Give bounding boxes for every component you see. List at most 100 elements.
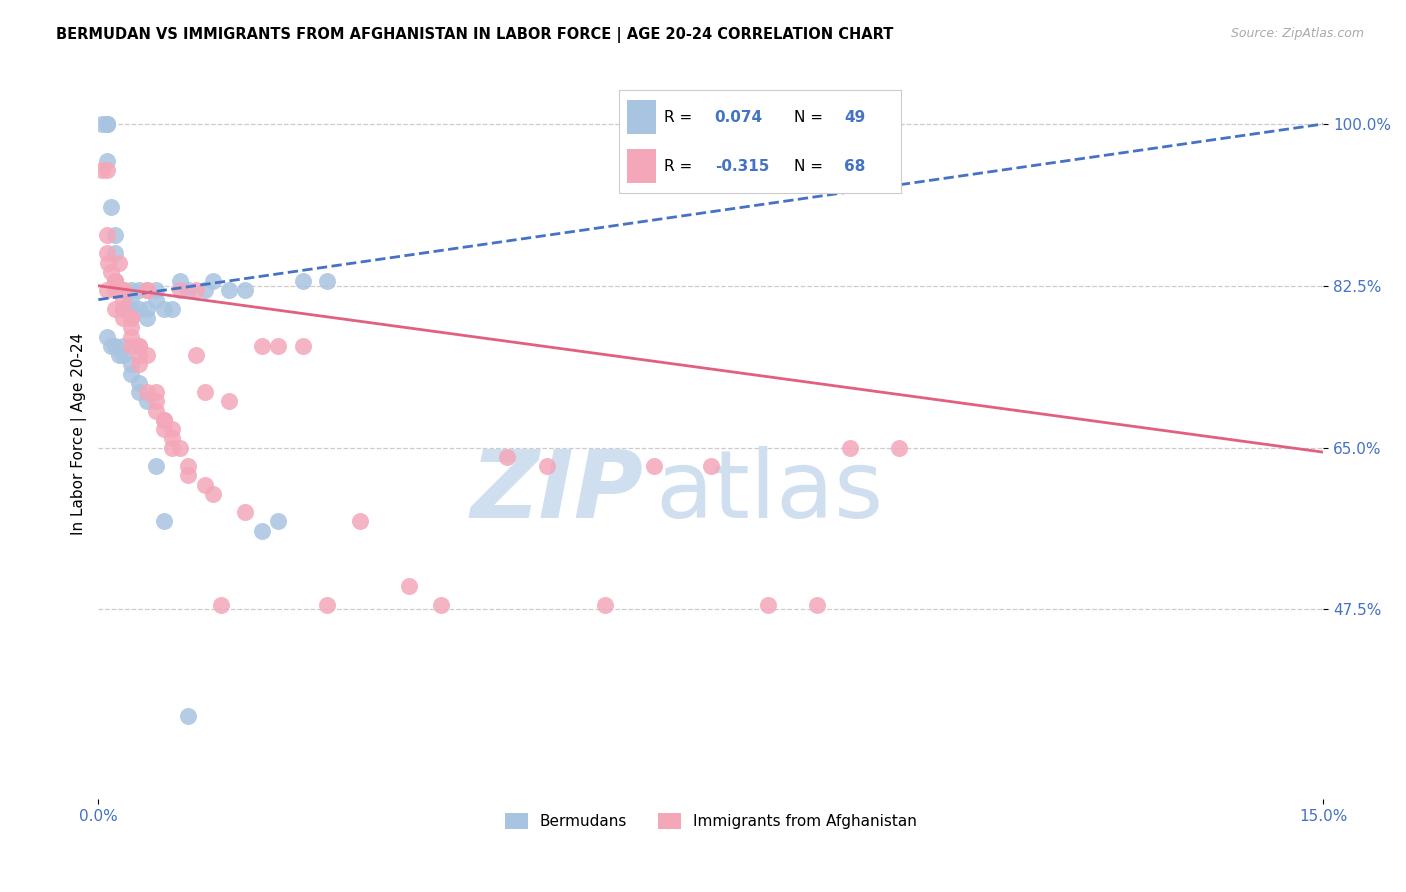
Point: [120, 311, 142, 326]
Point: [111, 284, 134, 298]
Point: [495, 450, 517, 464]
Point: [643, 458, 665, 473]
Point: [100, 339, 122, 353]
Point: [152, 301, 174, 316]
Point: [160, 422, 183, 436]
Point: [193, 284, 215, 298]
Text: BERMUDAN VS IMMIGRANTS FROM AFGHANISTAN IN LABOR FORCE | AGE 20-24 CORRELATION C: BERMUDAN VS IMMIGRANTS FROM AFGHANISTAN …: [56, 27, 894, 43]
Point: [887, 441, 910, 455]
Point: [136, 284, 159, 298]
Text: ZIP: ZIP: [471, 446, 644, 538]
Point: [218, 284, 240, 298]
Point: [91, 117, 114, 131]
Point: [169, 274, 191, 288]
Point: [430, 598, 453, 612]
Point: [177, 284, 200, 298]
Point: [160, 301, 183, 316]
Text: atlas: atlas: [655, 446, 884, 538]
Legend: Bermudans, Immigrants from Afghanistan: Bermudans, Immigrants from Afghanistan: [499, 806, 922, 835]
Point: [111, 293, 134, 307]
Point: [136, 311, 159, 326]
Point: [136, 284, 159, 298]
Point: [233, 505, 256, 519]
Point: [193, 385, 215, 400]
Point: [186, 284, 208, 298]
Point: [136, 385, 159, 400]
Point: [201, 274, 224, 288]
Point: [209, 598, 232, 612]
Point: [700, 458, 723, 473]
Point: [128, 348, 150, 362]
Point: [806, 598, 828, 612]
Point: [145, 284, 167, 298]
Point: [91, 163, 114, 178]
Point: [107, 348, 129, 362]
Point: [96, 117, 118, 131]
Point: [186, 348, 208, 362]
Point: [120, 357, 142, 371]
Point: [111, 284, 134, 298]
Point: [145, 403, 167, 417]
Point: [128, 339, 150, 353]
Point: [96, 329, 118, 343]
Point: [120, 329, 142, 343]
Y-axis label: In Labor Force | Age 20-24: In Labor Force | Age 20-24: [72, 333, 87, 535]
Point: [267, 339, 290, 353]
Point: [756, 598, 779, 612]
Point: [104, 301, 127, 316]
Point: [128, 357, 150, 371]
Point: [96, 284, 118, 298]
Point: [100, 265, 122, 279]
Point: [136, 348, 159, 362]
Point: [193, 477, 215, 491]
Point: [111, 284, 134, 298]
Point: [104, 274, 127, 288]
Point: [218, 394, 240, 409]
Point: [120, 293, 142, 307]
Point: [838, 441, 860, 455]
Point: [152, 422, 174, 436]
Point: [233, 284, 256, 298]
Point: [316, 274, 339, 288]
Point: [111, 284, 134, 298]
Point: [96, 117, 118, 131]
Point: [120, 339, 142, 353]
Point: [128, 376, 150, 390]
Point: [128, 284, 150, 298]
Point: [267, 515, 290, 529]
Point: [104, 246, 127, 260]
Point: [96, 227, 118, 242]
Point: [160, 441, 183, 455]
Point: [201, 487, 224, 501]
Point: [120, 320, 142, 334]
Point: [169, 441, 191, 455]
Point: [169, 284, 191, 298]
Point: [120, 301, 142, 316]
Point: [111, 301, 134, 316]
Point: [104, 227, 127, 242]
Point: [398, 579, 420, 593]
Point: [120, 367, 142, 381]
Point: [104, 339, 127, 353]
Point: [536, 458, 558, 473]
Point: [145, 293, 167, 307]
Point: [291, 274, 314, 288]
Point: [152, 515, 174, 529]
Point: [593, 598, 616, 612]
Point: [136, 394, 159, 409]
Point: [152, 413, 174, 427]
Point: [145, 394, 167, 409]
Point: [160, 431, 183, 445]
Point: [250, 339, 273, 353]
Point: [120, 311, 142, 326]
Point: [291, 339, 314, 353]
Point: [128, 385, 150, 400]
Point: [107, 255, 129, 269]
Point: [177, 458, 200, 473]
Point: [136, 301, 159, 316]
Point: [250, 524, 273, 538]
Point: [145, 385, 167, 400]
Point: [100, 200, 122, 214]
Text: Source: ZipAtlas.com: Source: ZipAtlas.com: [1230, 27, 1364, 40]
Point: [111, 284, 134, 298]
